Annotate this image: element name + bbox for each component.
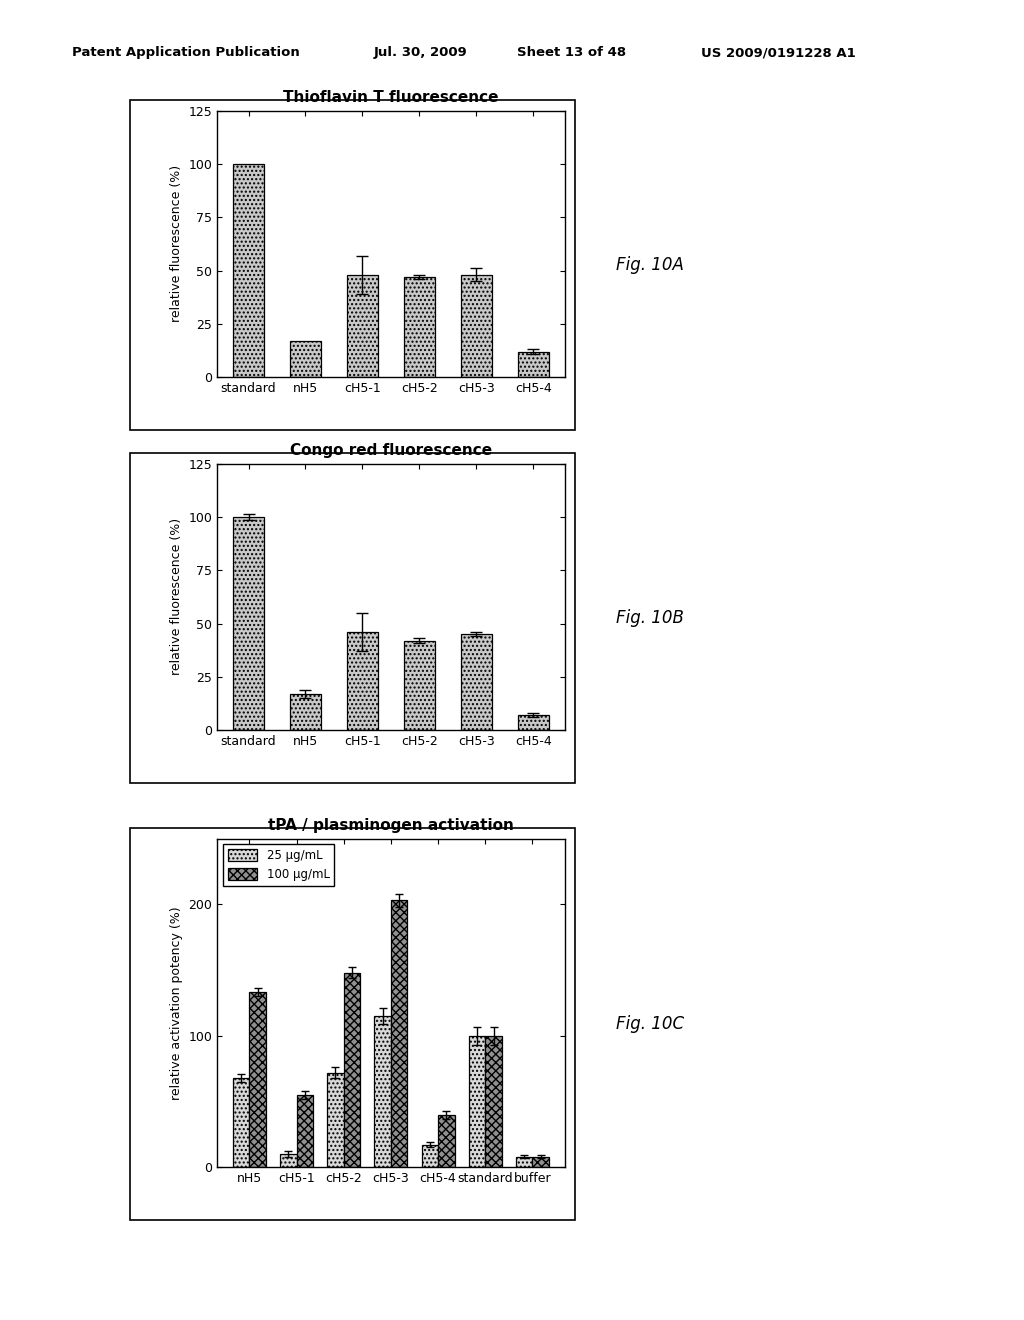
Bar [344,973,360,1167]
Y-axis label: relative fluorescence (%): relative fluorescence (%) [170,165,182,322]
Text: Fig. 10C: Fig. 10C [616,1015,684,1034]
Bar [403,640,435,730]
Bar [517,715,549,730]
Y-axis label: relative activation potency (%): relative activation potency (%) [170,906,182,1100]
Bar [461,275,492,378]
Text: Sheet 13 of 48: Sheet 13 of 48 [517,46,627,59]
Bar [517,351,549,378]
Title: Congo red fluorescence: Congo red fluorescence [290,444,492,458]
Bar [516,1156,532,1167]
Bar [469,1036,485,1167]
Text: US 2009/0191228 A1: US 2009/0191228 A1 [701,46,856,59]
Bar [280,1154,297,1167]
Bar [328,1073,344,1167]
Bar [532,1156,549,1167]
Text: Fig. 10A: Fig. 10A [616,256,684,275]
Bar [290,341,322,378]
Bar [438,1114,455,1167]
Text: Patent Application Publication: Patent Application Publication [72,46,299,59]
Text: Jul. 30, 2009: Jul. 30, 2009 [374,46,468,59]
Text: Fig. 10B: Fig. 10B [616,609,684,627]
Bar [375,1016,391,1167]
Bar [232,1078,250,1167]
Bar [232,164,264,378]
Bar [485,1036,502,1167]
Title: tPA / plasminogen activation: tPA / plasminogen activation [268,818,514,833]
Bar [422,1144,438,1167]
Bar [290,694,322,730]
Bar [461,634,492,730]
Y-axis label: relative fluorescence (%): relative fluorescence (%) [170,519,182,676]
Bar [297,1094,313,1167]
Bar [391,900,408,1167]
Bar [403,277,435,378]
Bar [347,275,378,378]
Legend: 25 μg/mL, 100 μg/mL: 25 μg/mL, 100 μg/mL [223,845,335,886]
Title: Thioflavin T fluorescence: Thioflavin T fluorescence [284,90,499,106]
Bar [232,517,264,730]
Bar [347,632,378,730]
Bar [250,993,266,1167]
